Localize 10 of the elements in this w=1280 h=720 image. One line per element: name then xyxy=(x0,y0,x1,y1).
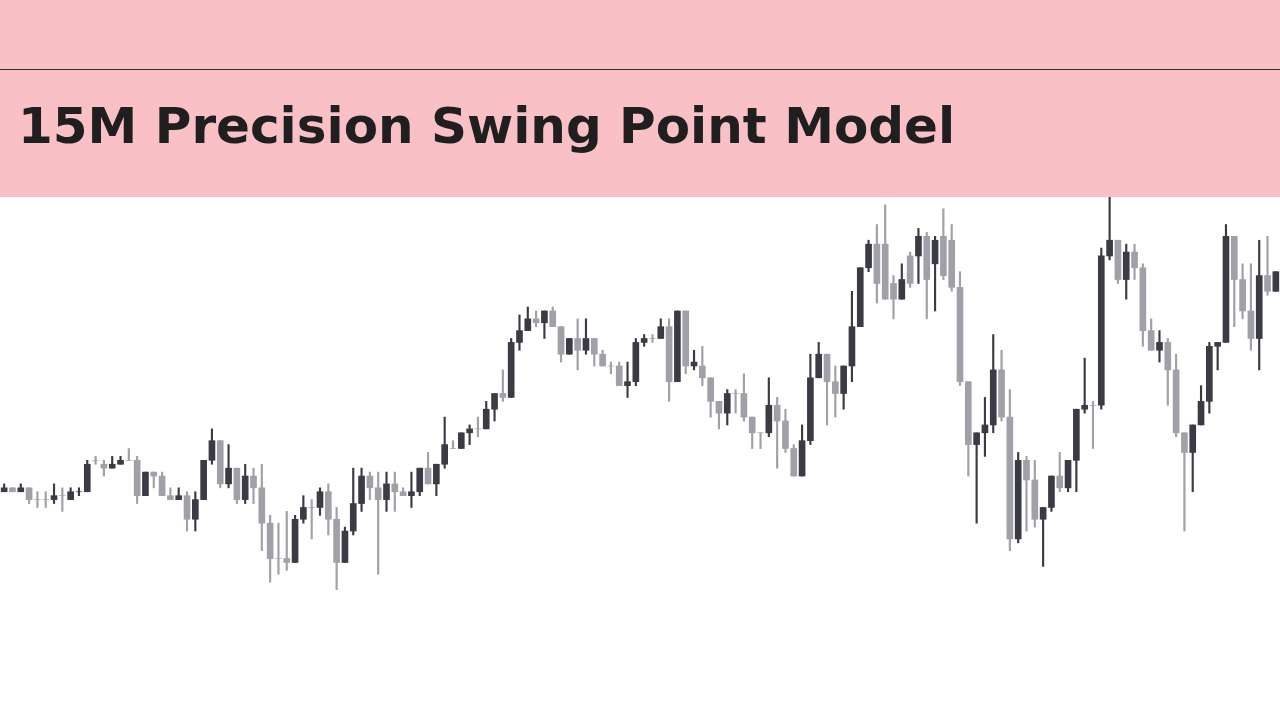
candlestick xyxy=(624,361,631,398)
candlestick xyxy=(915,228,922,284)
candlestick xyxy=(308,499,316,540)
candlestick xyxy=(649,334,656,343)
candlestick xyxy=(1089,401,1097,449)
candlestick xyxy=(1023,456,1030,532)
candlestick xyxy=(1264,235,1271,296)
chart-title: 15M Precision Swing Point Model xyxy=(18,96,956,156)
candlestick xyxy=(59,487,66,512)
candlestick xyxy=(1156,330,1163,363)
